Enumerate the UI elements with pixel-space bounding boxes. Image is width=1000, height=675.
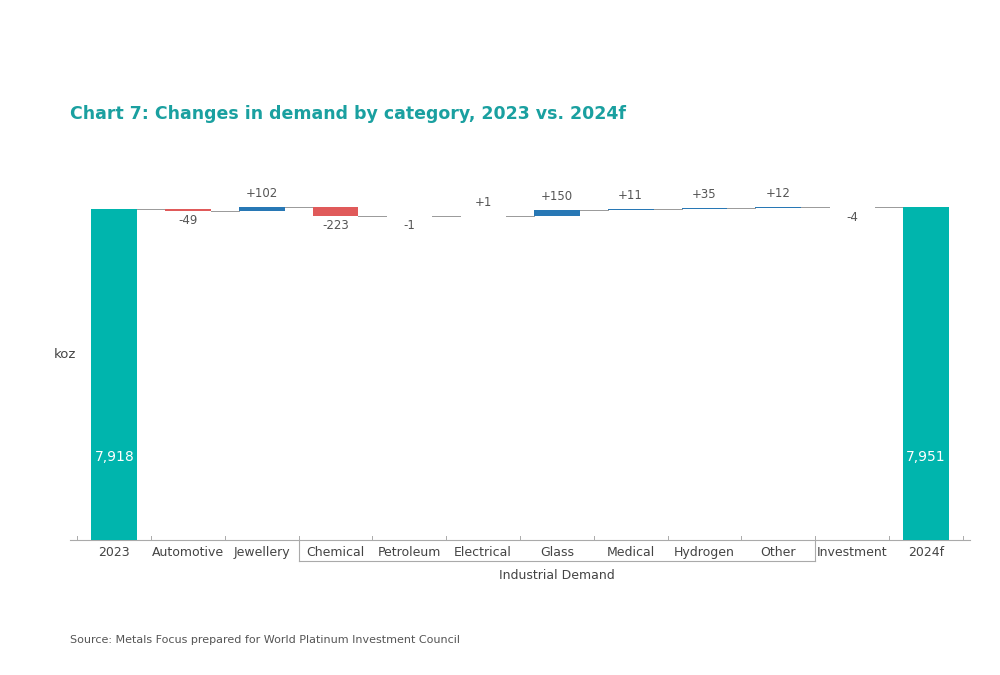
Text: 7,918: 7,918	[94, 450, 134, 464]
Text: -1: -1	[403, 219, 415, 232]
Bar	[903, 207, 949, 540]
Bar	[534, 210, 580, 216]
Text: +12: +12	[766, 188, 791, 200]
Text: -223: -223	[322, 219, 349, 232]
Bar	[313, 207, 358, 216]
Bar	[165, 209, 211, 211]
Text: Chart 7: Changes in demand by category, 2023 vs. 2024f: Chart 7: Changes in demand by category, …	[70, 105, 626, 123]
Bar	[91, 209, 137, 540]
Text: +150: +150	[541, 190, 573, 202]
Text: Industrial Demand: Industrial Demand	[499, 569, 615, 582]
Text: -4: -4	[846, 211, 858, 224]
Text: +11: +11	[618, 189, 643, 202]
Bar	[682, 208, 727, 209]
Bar	[239, 207, 285, 211]
Text: 7,951: 7,951	[906, 450, 946, 464]
Text: Source: Metals Focus prepared for World Platinum Investment Council: Source: Metals Focus prepared for World …	[70, 634, 460, 645]
Text: +1: +1	[474, 196, 492, 209]
Text: -49: -49	[178, 215, 198, 227]
Text: +35: +35	[692, 188, 717, 201]
Y-axis label: koz: koz	[53, 348, 76, 360]
Text: +102: +102	[246, 187, 278, 200]
